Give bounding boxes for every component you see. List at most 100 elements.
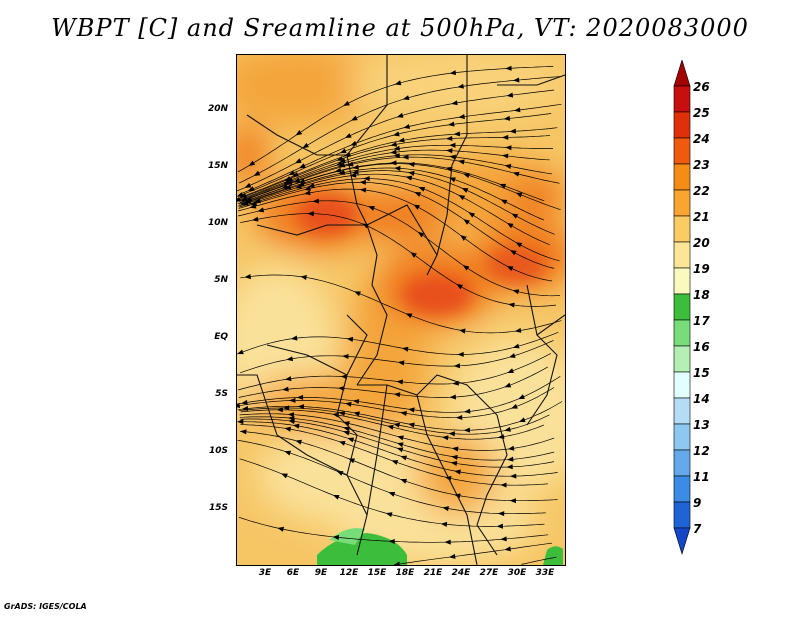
streamline-arrow xyxy=(440,521,448,527)
streamline-arrow xyxy=(390,149,397,155)
streamline-arrow xyxy=(509,250,517,256)
streamline-arrow xyxy=(446,148,453,154)
streamline xyxy=(237,376,561,413)
streamline-arrow xyxy=(352,399,360,405)
streamline-arrow xyxy=(303,190,311,196)
streamline-arrow xyxy=(397,435,404,441)
colorbar-segment xyxy=(673,501,691,529)
streamline-arrow xyxy=(515,242,523,248)
colorbar-label: 17 xyxy=(693,314,710,328)
streamline-arrow xyxy=(449,177,456,183)
streamline-arrow xyxy=(500,536,507,542)
streamline-arrow xyxy=(403,124,411,129)
streamline-arrow xyxy=(299,163,306,169)
lon-tick-33e: 33E xyxy=(535,568,555,578)
streamline-arrow xyxy=(509,128,516,134)
streamline xyxy=(237,163,561,211)
lat-tick-10n: 10N xyxy=(207,218,228,228)
streamline-arrow xyxy=(458,328,466,334)
colorbar-segment xyxy=(673,293,691,321)
streamline-arrow xyxy=(248,160,256,166)
streamline xyxy=(238,178,560,262)
streamline-arrow xyxy=(257,207,265,213)
colorbar-segment xyxy=(673,397,691,425)
streamline-arrow xyxy=(496,523,503,529)
colorbar-label: 25 xyxy=(693,106,710,120)
lat-tick-15n: 15N xyxy=(207,161,228,171)
streamline-arrow xyxy=(390,141,398,147)
streamline-arrow xyxy=(518,417,526,423)
streamline-arrow xyxy=(354,291,361,297)
streamline-arrow xyxy=(455,414,463,421)
streamline-arrow xyxy=(244,182,252,188)
streamline-arrow xyxy=(449,142,456,148)
streamline-arrow xyxy=(312,198,319,204)
streamline-arrow xyxy=(295,129,303,136)
lat-tick-15s: 15S xyxy=(208,503,228,513)
streamline xyxy=(239,430,558,502)
colorbar-label: 21 xyxy=(693,210,710,224)
streamline-arrow xyxy=(237,419,244,425)
streamline-arrow xyxy=(408,170,415,176)
streamline xyxy=(240,274,562,334)
streamline-arrow xyxy=(505,65,512,71)
colorbar-segment xyxy=(673,215,691,243)
streamline-arrow xyxy=(388,491,396,497)
streamline-arrow xyxy=(396,112,404,118)
streamline-arrow xyxy=(343,430,350,436)
lat-tick-10s: 10S xyxy=(208,446,228,456)
streamline-arrow xyxy=(449,70,456,76)
streamline-arrow xyxy=(512,77,520,83)
streamline-arrow xyxy=(451,100,458,106)
streamline-arrow xyxy=(500,199,508,205)
lon-tick-6e: 6E xyxy=(286,568,300,578)
streamline-arrow xyxy=(468,212,476,218)
streamline-arrow xyxy=(244,274,252,280)
streamline-arrow xyxy=(461,188,469,193)
streamline-arrow xyxy=(343,426,350,432)
streamline-arrow xyxy=(457,159,465,165)
country-borders xyxy=(237,55,565,565)
streamline-arrow xyxy=(352,164,359,170)
streamline-arrow xyxy=(513,107,521,113)
streamline-arrow xyxy=(288,418,295,424)
colorbar-segment xyxy=(673,345,691,373)
streamline-arrow xyxy=(453,363,461,369)
map-canvas xyxy=(237,55,565,565)
streamline-arrow xyxy=(342,354,349,360)
streamline-arrow xyxy=(353,411,360,417)
streamline xyxy=(238,181,555,269)
streamline-arrow xyxy=(450,460,458,466)
streamline-arrow xyxy=(453,131,461,137)
map-panel xyxy=(236,54,566,566)
streamline-arrow xyxy=(506,464,513,470)
streamline-arrow xyxy=(507,368,514,374)
streamline-arrow xyxy=(460,235,467,241)
colorbar-label: 12 xyxy=(693,444,710,458)
colorbar-segment xyxy=(673,163,691,191)
streamline-arrow xyxy=(463,408,471,414)
streamline-arrow xyxy=(284,450,292,456)
colorbar-label: 23 xyxy=(693,158,710,172)
streamline-arrow xyxy=(506,222,514,229)
streamline-arrow xyxy=(338,411,346,416)
streamline-arrow xyxy=(349,172,357,178)
streamline-arrow xyxy=(249,203,257,209)
streamline-arrow xyxy=(388,539,395,545)
streamline-arrow xyxy=(405,175,413,181)
streamline-arrow xyxy=(332,494,340,500)
streamline-arrow xyxy=(451,446,459,452)
streamline xyxy=(237,401,563,431)
colorbar-segments xyxy=(673,60,691,556)
streamline-arrow xyxy=(401,346,409,352)
colorbar-label: 11 xyxy=(693,470,710,484)
streamline-arrow xyxy=(506,266,514,272)
streamline-arrow xyxy=(288,170,296,176)
streamline-arrow xyxy=(509,473,517,479)
streamline-arrow xyxy=(359,187,367,193)
streamline-arrow xyxy=(514,327,522,333)
streamline-arrow xyxy=(394,80,402,86)
streamline-arrow xyxy=(448,431,455,437)
lon-tick-3e: 3E xyxy=(258,568,272,578)
streamline-arrow xyxy=(451,454,458,460)
